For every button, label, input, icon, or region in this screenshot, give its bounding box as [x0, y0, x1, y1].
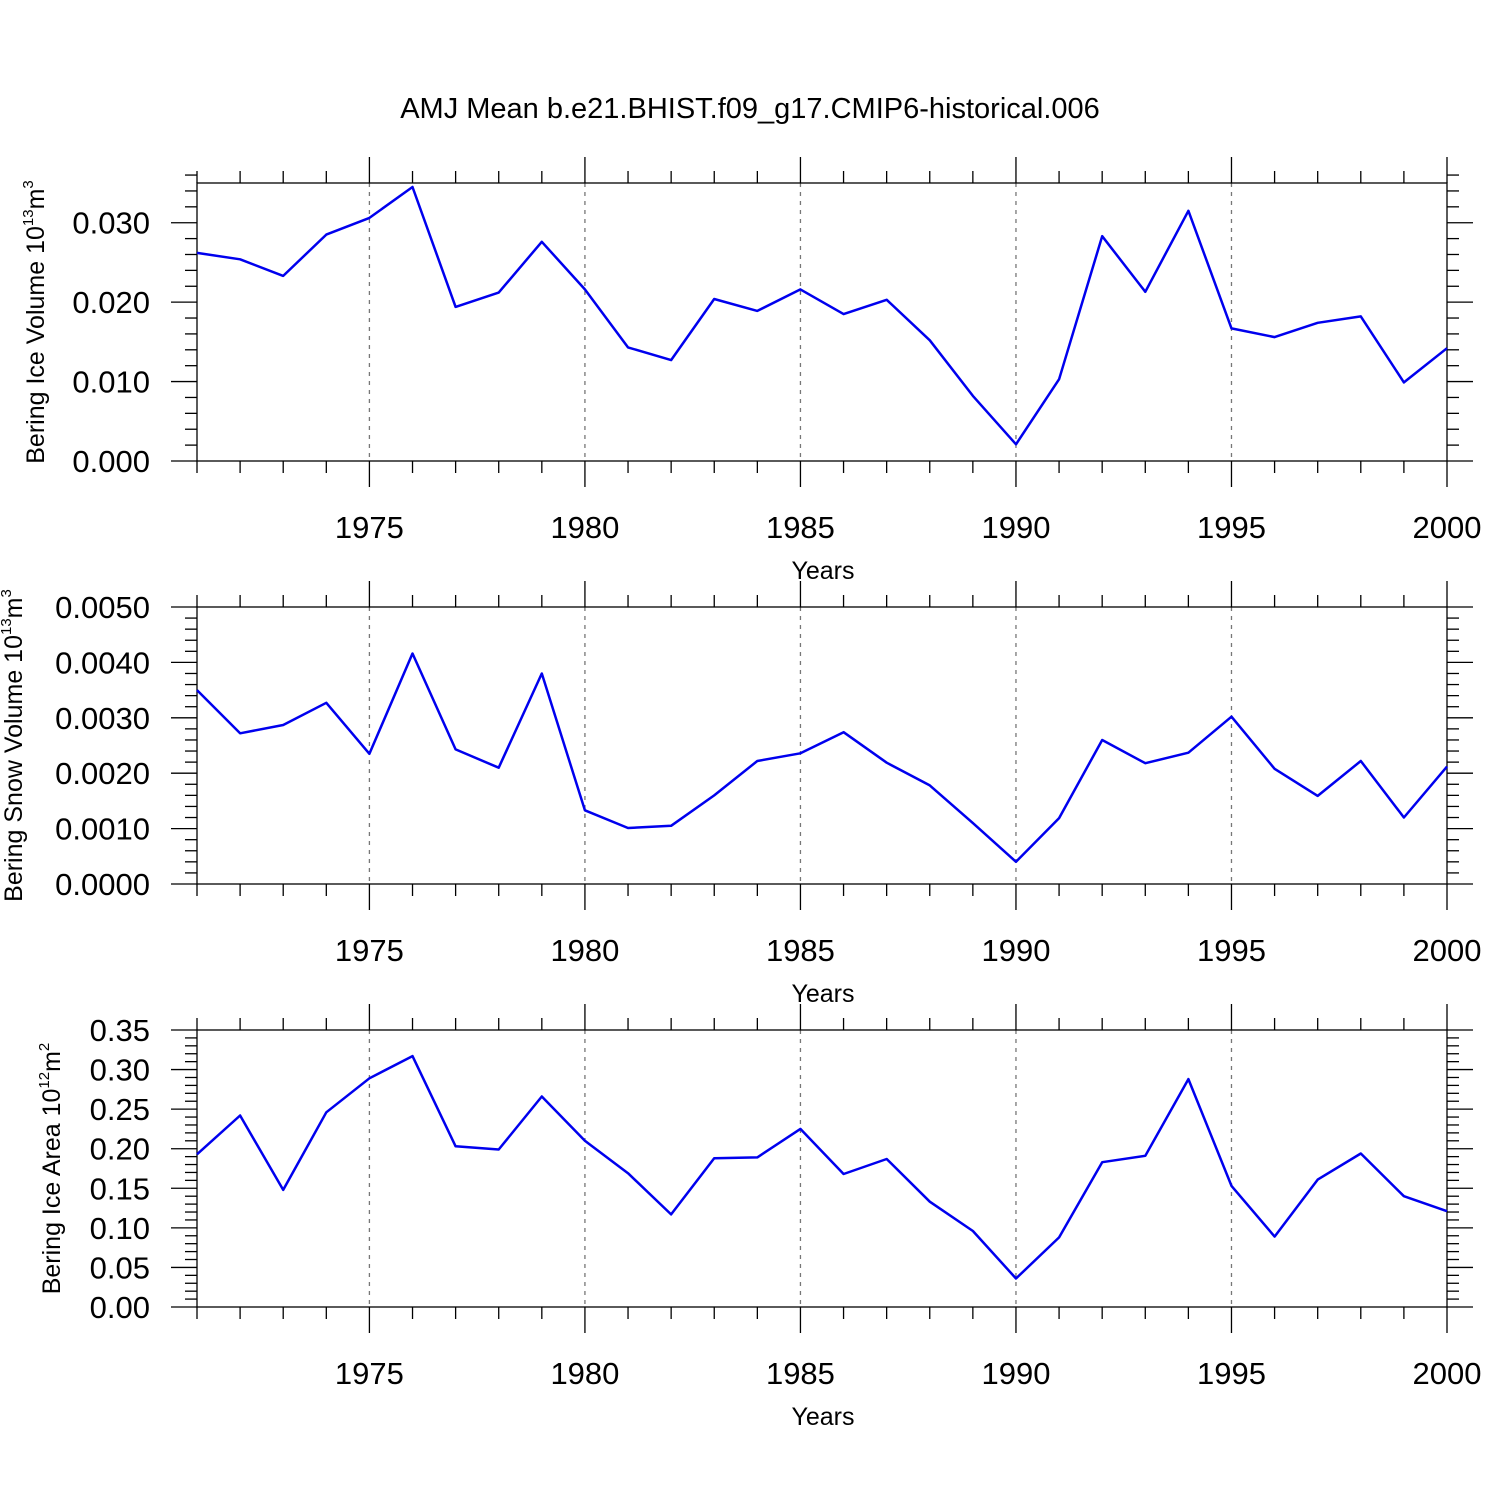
- ylabel-unit: m: [38, 1051, 66, 1072]
- y-tick-label: 0.25: [90, 1092, 150, 1127]
- y-tick-label: 0.0000: [55, 867, 150, 902]
- ylabel-unit: m: [22, 189, 50, 210]
- x-tick-label: 1975: [335, 510, 404, 545]
- panel-ice-volume-frame: [196, 182, 1448, 462]
- x-tick-label: 1990: [981, 1356, 1050, 1391]
- ylabel-text: Bering Ice Volume 10: [22, 226, 50, 464]
- y-tick-label: 0.00: [90, 1290, 150, 1325]
- ylabel-text: Bering Ice Area 10: [38, 1089, 66, 1295]
- panel-ice-volume-ylabel: Bering Ice Volume 1013m3: [20, 180, 50, 464]
- panel-ice-area-xtick-labels: 1975 1980 1985 1990 1995 2000: [335, 1356, 1482, 1391]
- y-tick-label: 0.0050: [55, 590, 150, 625]
- figure-title: AMJ Mean b.e21.BHIST.f09_g17.CMIP6-histo…: [400, 93, 1100, 125]
- x-tick-label: 1980: [550, 510, 619, 545]
- x-tick-label: 2000: [1413, 933, 1482, 968]
- panel-snow-volume-ticks: [171, 581, 1473, 910]
- panel-ice-volume-ticks: [171, 157, 1473, 487]
- y-tick-label: 0.0040: [55, 645, 150, 680]
- x-tick-label: 1980: [550, 933, 619, 968]
- panel-ice-area-ytick-labels: 0.00 0.05 0.10 0.15 0.20 0.25 0.30 0.35: [90, 1013, 150, 1325]
- y-tick-label: 0.020: [72, 285, 150, 320]
- x-tick-label: 1995: [1197, 1356, 1266, 1391]
- panel-snow-volume-frame: [196, 606, 1448, 885]
- x-tick-label: 1975: [335, 1356, 404, 1391]
- y-tick-label: 0.30: [90, 1053, 150, 1088]
- panel-ice-volume-ytick-labels: 0.000 0.010 0.020 0.030: [72, 206, 150, 479]
- x-tick-label: 1985: [766, 1356, 835, 1391]
- panel-snow-volume: 0.0000 0.0010 0.0020 0.0030 0.0040 0.0050 197…: [0, 581, 1481, 1008]
- x-tick-label: 1985: [766, 933, 835, 968]
- y-tick-label: 0.0020: [55, 756, 150, 791]
- y-tick-label: 0.35: [90, 1013, 150, 1048]
- panel-ice-area-frame: [196, 1029, 1448, 1308]
- y-tick-label: 0.010: [72, 365, 150, 400]
- ylabel-text: Bering Snow Volume 10: [0, 635, 28, 902]
- ice-volume-series-line: [196, 185, 1448, 446]
- ylabel-exponent: 12: [36, 1072, 53, 1089]
- ylabel-exponent: 13: [20, 209, 37, 226]
- panel-ice-area: 0.00 0.05 0.10 0.15 0.20 0.25 0.30 0.35 1975 198…: [36, 1004, 1481, 1431]
- panel-ice-volume-grid: [368, 183, 1233, 461]
- x-tick-label: 1990: [981, 510, 1050, 545]
- ice-area-series-line: [196, 1054, 1448, 1280]
- y-tick-label: 0.20: [90, 1132, 150, 1167]
- x-tick-label: 1975: [335, 933, 404, 968]
- snow-volume-series-line: [196, 652, 1448, 864]
- x-tick-label: 2000: [1413, 1356, 1482, 1391]
- x-tick-label: 2000: [1413, 510, 1482, 545]
- y-tick-label: 0.10: [90, 1211, 150, 1246]
- x-tick-label: 1995: [1197, 933, 1266, 968]
- panel-snow-volume-ylabel: Bering Snow Volume 1013m3: [0, 589, 28, 902]
- panel-snow-volume-grid: [368, 607, 1233, 884]
- y-tick-label: 0.15: [90, 1171, 150, 1206]
- panel-snow-volume-xlabel: Years: [791, 980, 854, 1008]
- y-tick-label: 0.0010: [55, 812, 150, 847]
- panel-ice-volume: 0.000 0.010 0.020 0.030 1975 1980 1985 1990 199…: [20, 157, 1481, 585]
- y-tick-label: 0.0030: [55, 701, 150, 736]
- y-tick-label: 0.030: [72, 206, 150, 241]
- panel-ice-volume-xlabel: Years: [791, 557, 854, 585]
- x-tick-label: 1985: [766, 510, 835, 545]
- y-tick-label: 0.05: [90, 1250, 150, 1285]
- panel-ice-area-xlabel: Years: [791, 1403, 854, 1431]
- ylabel-exponent: 13: [0, 618, 15, 635]
- x-tick-label: 1980: [550, 1356, 619, 1391]
- ylabel-unit-exponent: 2: [36, 1043, 53, 1051]
- y-tick-label: 0.000: [72, 444, 150, 479]
- panel-snow-volume-xtick-labels: 1975 1980 1985 1990 1995 2000: [335, 933, 1482, 968]
- panel-ice-volume-xtick-labels: 1975 1980 1985 1990 1995 2000: [335, 510, 1482, 545]
- panel-ice-area-grid: [368, 1030, 1233, 1307]
- ylabel-unit-exponent: 3: [0, 589, 15, 597]
- x-tick-label: 1995: [1197, 510, 1266, 545]
- panel-ice-area-ylabel: Bering Ice Area 1012m2: [36, 1043, 66, 1295]
- panel-snow-volume-ytick-labels: 0.0000 0.0010 0.0020 0.0030 0.0040 0.0050: [55, 590, 150, 902]
- panel-ice-area-ticks: [171, 1004, 1473, 1333]
- ylabel-unit-exponent: 3: [20, 180, 37, 188]
- x-tick-label: 1990: [981, 933, 1050, 968]
- ylabel-unit: m: [0, 597, 28, 618]
